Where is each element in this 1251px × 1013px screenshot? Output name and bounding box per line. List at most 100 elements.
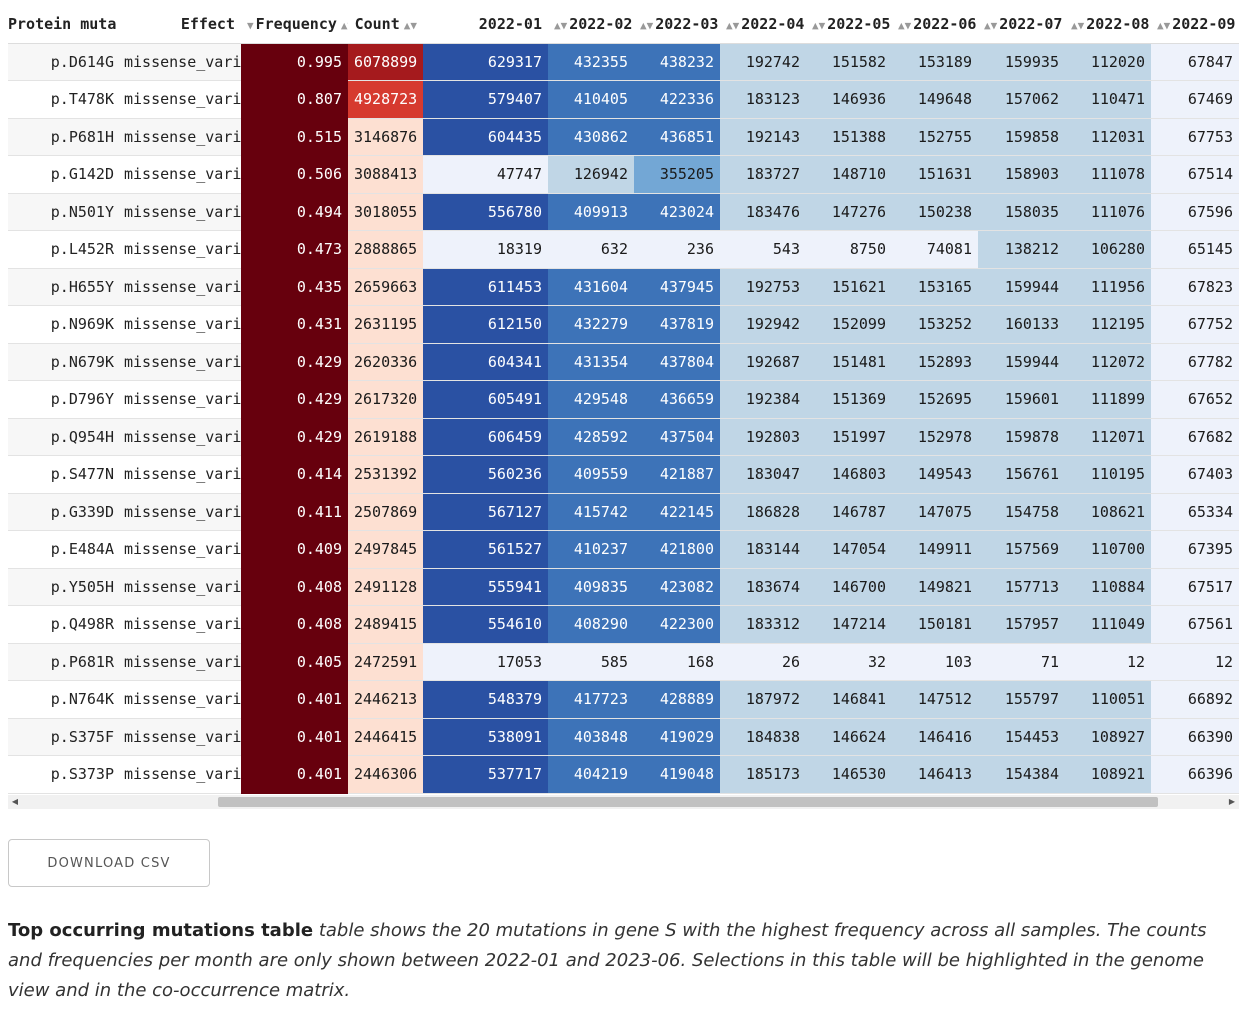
- table-row[interactable]: p.P681H missense_vari 0.515 3146876 604435 43…: [8, 118, 1239, 156]
- table-row[interactable]: p.S375F missense_vari 0.401 2446415 538091 40…: [8, 718, 1239, 756]
- column-header-2022-06[interactable]: ▲▼ 2022-06: [892, 6, 978, 44]
- table-row[interactable]: p.P681R missense_vari 0.405 2472591 17053 585…: [8, 643, 1239, 681]
- frequency-cell: 0.494: [241, 193, 348, 231]
- month-count-cell: 151481: [806, 343, 892, 381]
- column-header-2022-08[interactable]: ▲▼ 2022-08: [1065, 6, 1151, 44]
- month-count-cell: 157062: [978, 80, 1065, 119]
- table-row[interactable]: p.Q498R missense_vari 0.408 2489415 554610 40…: [8, 605, 1239, 644]
- frequency-cell: 0.429: [241, 343, 348, 381]
- effect-cell: missense_vari: [118, 530, 241, 569]
- mutation-cell: p.L452R: [8, 230, 118, 269]
- count-cell: 6078899: [348, 43, 423, 81]
- month-count-cell: 567127: [423, 493, 548, 531]
- table-row[interactable]: p.G142D missense_vari 0.506 3088413 47747 126…: [8, 155, 1239, 194]
- table-row[interactable]: p.N679K missense_vari 0.429 2620336 604341 43…: [8, 343, 1239, 381]
- month-count-cell: 151388: [806, 118, 892, 156]
- table-row[interactable]: p.Y505H missense_vari 0.408 2491128 555941 40…: [8, 568, 1239, 606]
- column-header-2022-04[interactable]: ▲▼ 2022-04: [720, 6, 806, 44]
- effect-cell: missense_vari: [118, 418, 241, 456]
- month-count-cell: 410405: [548, 80, 634, 119]
- month-count-cell: 183144: [720, 530, 806, 569]
- month-count-cell: 436851: [634, 118, 720, 156]
- table-row[interactable]: p.D796Y missense_vari 0.429 2617320 605491 42…: [8, 380, 1239, 419]
- month-count-cell: 192753: [720, 268, 806, 306]
- sort-icon[interactable]: ▲▼: [1071, 19, 1085, 33]
- column-header-count[interactable]: Count ▲▼: [348, 6, 423, 44]
- table-row[interactable]: p.N501Y missense_vari 0.494 3018055 556780 40…: [8, 193, 1239, 231]
- table-row[interactable]: p.E484A missense_vari 0.409 2497845 561527 41…: [8, 530, 1239, 569]
- month-count-cell: 422300: [634, 605, 720, 644]
- table-row[interactable]: p.T478K missense_vari 0.807 4928723 579407 41…: [8, 80, 1239, 119]
- horizontal-scrollbar[interactable]: ◀ ▶: [8, 795, 1239, 809]
- count-cell: 2631195: [348, 305, 423, 344]
- mutation-cell: p.N501Y: [8, 193, 118, 231]
- month-count-cell: 183123: [720, 80, 806, 119]
- mutation-cell: p.G142D: [8, 155, 118, 194]
- column-header-2022-09[interactable]: ▲▼ 2022-09: [1151, 6, 1239, 44]
- count-cell: 2489415: [348, 605, 423, 644]
- scrollbar-thumb[interactable]: [218, 797, 1158, 807]
- month-count-cell: 554610: [423, 605, 548, 644]
- month-count-cell: 146413: [892, 755, 978, 794]
- effect-cell: missense_vari: [118, 43, 241, 81]
- table-row[interactable]: p.L452R missense_vari 0.473 2888865 18319 632…: [8, 230, 1239, 269]
- table-row[interactable]: p.S477N missense_vari 0.414 2531392 560236 40…: [8, 455, 1239, 494]
- effect-cell: missense_vari: [118, 380, 241, 419]
- table-row[interactable]: p.H655Y missense_vari 0.435 2659663 611453 43…: [8, 268, 1239, 306]
- table-row[interactable]: p.Q954H missense_vari 0.429 2619188 606459 42…: [8, 418, 1239, 456]
- table-row[interactable]: p.S373P missense_vari 0.401 2446306 537717 40…: [8, 755, 1239, 794]
- sort-icon[interactable]: ▲▼: [898, 19, 912, 33]
- month-count-cell: 438232: [634, 43, 720, 81]
- table-row[interactable]: p.D614G missense_vari 0.995 6078899 629317 43…: [8, 43, 1239, 81]
- month-count-cell: 126942: [548, 155, 634, 194]
- month-count-cell: 537717: [423, 755, 548, 794]
- month-count-cell: 409835: [548, 568, 634, 606]
- sort-icon[interactable]: ▲▼: [1157, 19, 1171, 33]
- column-header-2022-03[interactable]: ▲▼ 2022-03: [634, 6, 720, 44]
- month-count-cell: 355205: [634, 155, 720, 194]
- table-row[interactable]: p.N764K missense_vari 0.401 2446213 548379 41…: [8, 680, 1239, 719]
- sort-icon[interactable]: ▲▼: [726, 19, 740, 33]
- month-count-cell: 146700: [806, 568, 892, 606]
- column-header-2022-02[interactable]: ▲▼ 2022-02: [548, 6, 634, 44]
- month-count-cell: 192803: [720, 418, 806, 456]
- column-header-2022-05[interactable]: ▲▼ 2022-05: [806, 6, 892, 44]
- month-count-cell: 8750: [806, 230, 892, 269]
- download-csv-button[interactable]: DOWNLOAD CSV: [8, 839, 210, 887]
- effect-cell: missense_vari: [118, 80, 241, 119]
- table-header-row: Protein muta▲▼ Effect ▼Frequency▲▼ Count…: [8, 6, 1239, 44]
- count-cell: 2507869: [348, 493, 423, 531]
- table-row[interactable]: p.N969K missense_vari 0.431 2631195 612150 43…: [8, 305, 1239, 344]
- month-count-cell: 157957: [978, 605, 1065, 644]
- column-header-protein-mutation[interactable]: Protein muta▲▼: [8, 6, 118, 44]
- month-count-cell: 604435: [423, 118, 548, 156]
- month-count-cell: 146841: [806, 680, 892, 719]
- month-count-cell: 423082: [634, 568, 720, 606]
- table-row[interactable]: p.G339D missense_vari 0.411 2507869 567127 41…: [8, 493, 1239, 531]
- month-count-cell: 149543: [892, 455, 978, 494]
- column-header-2022-01[interactable]: 2022-01: [423, 6, 548, 44]
- month-count-cell: 67469: [1151, 80, 1239, 119]
- column-header-effect[interactable]: Effect: [118, 6, 241, 44]
- month-count-cell: 110471: [1065, 80, 1151, 119]
- month-count-cell: 159878: [978, 418, 1065, 456]
- column-header-frequency[interactable]: ▼Frequency▲▼: [241, 6, 348, 44]
- month-count-cell: 32: [806, 643, 892, 681]
- month-count-cell: 421887: [634, 455, 720, 494]
- scroll-right-icon[interactable]: ▶: [1228, 797, 1236, 806]
- count-cell: 2446213: [348, 680, 423, 719]
- month-count-cell: 108927: [1065, 718, 1151, 756]
- month-count-cell: 147214: [806, 605, 892, 644]
- sort-icon[interactable]: ▲▼: [554, 19, 568, 33]
- scroll-left-icon[interactable]: ◀: [11, 797, 19, 806]
- sort-desc-icon[interactable]: ▼: [247, 19, 254, 33]
- sort-icon[interactable]: ▲▼: [403, 19, 417, 33]
- effect-cell: missense_vari: [118, 455, 241, 494]
- month-count-cell: 432355: [548, 43, 634, 81]
- sort-icon[interactable]: ▲▼: [812, 19, 826, 33]
- sort-icon[interactable]: ▲▼: [640, 19, 654, 33]
- sort-icon[interactable]: ▲▼: [984, 19, 998, 33]
- sort-icon[interactable]: ▲▼: [340, 19, 348, 33]
- column-header-2022-07[interactable]: ▲▼ 2022-07: [978, 6, 1065, 44]
- month-count-cell: 111078: [1065, 155, 1151, 194]
